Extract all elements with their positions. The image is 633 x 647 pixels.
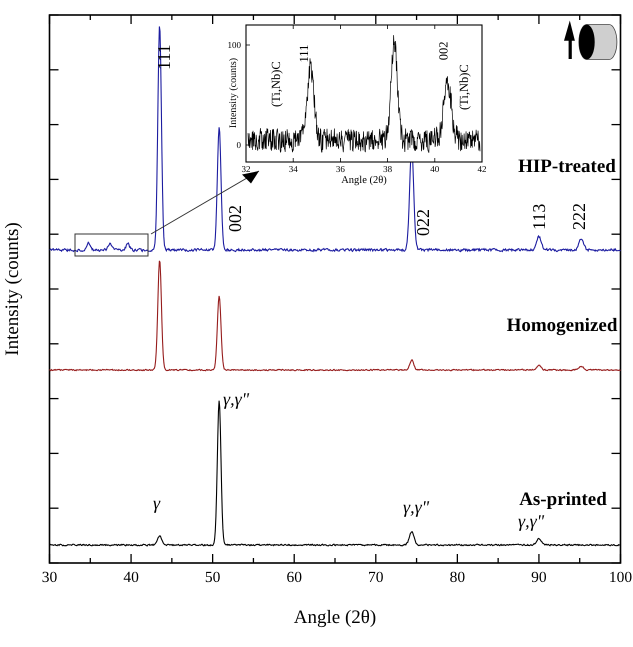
svg-text:42: 42 <box>478 164 487 174</box>
svg-text:γ,γ": γ,γ" <box>223 389 250 409</box>
svg-text:Intensity (counts): Intensity (counts) <box>2 222 23 356</box>
svg-text:111: 111 <box>154 44 174 70</box>
svg-text:36: 36 <box>336 164 346 174</box>
svg-text:Angle (2θ): Angle (2θ) <box>341 175 387 186</box>
svg-text:γ,γ": γ,γ" <box>403 497 430 517</box>
svg-text:90: 90 <box>531 569 547 586</box>
svg-text:022: 022 <box>413 209 433 236</box>
svg-text:100: 100 <box>228 40 242 50</box>
svg-text:002: 002 <box>225 205 245 232</box>
svg-text:40: 40 <box>123 569 139 586</box>
svg-text:32: 32 <box>242 164 251 174</box>
svg-text:(Ti,Nb)C: (Ti,Nb)C <box>269 61 283 107</box>
svg-text:30: 30 <box>42 569 58 586</box>
svg-text:50: 50 <box>205 569 221 586</box>
svg-text:(Ti,Nb)C: (Ti,Nb)C <box>457 64 471 110</box>
svg-text:80: 80 <box>450 569 466 586</box>
svg-text:Homogenized: Homogenized <box>507 315 618 336</box>
svg-text:113: 113 <box>529 204 549 230</box>
svg-text:222: 222 <box>569 203 589 230</box>
svg-text:γ,γ": γ,γ" <box>518 511 545 531</box>
svg-text:38: 38 <box>383 164 393 174</box>
svg-text:0: 0 <box>237 140 242 150</box>
svg-text:Intensity (counts): Intensity (counts) <box>228 58 239 128</box>
svg-text:70: 70 <box>368 569 384 586</box>
svg-text:34: 34 <box>289 164 299 174</box>
svg-text:111: 111 <box>297 45 311 63</box>
svg-text:60: 60 <box>286 569 302 586</box>
svg-text:As-printed: As-printed <box>519 489 607 510</box>
svg-text:100: 100 <box>609 569 633 586</box>
svg-text:Angle (2θ): Angle (2θ) <box>294 607 376 628</box>
svg-text:002: 002 <box>437 42 451 61</box>
svg-text:γ: γ <box>153 493 161 513</box>
svg-text:40: 40 <box>430 164 440 174</box>
svg-text:HIP-treated: HIP-treated <box>518 156 616 177</box>
